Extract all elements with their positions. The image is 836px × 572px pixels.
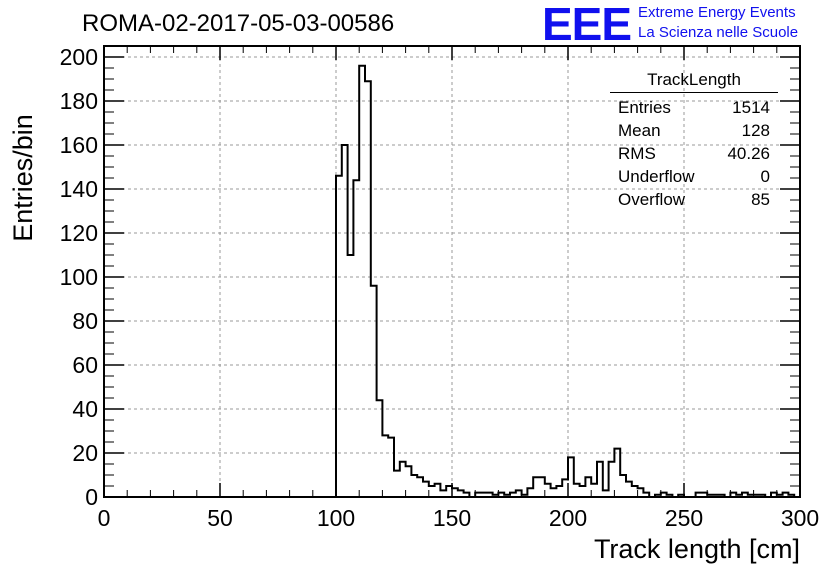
y-tick-label: 200 (60, 44, 98, 70)
chart-title: ROMA-02-2017-05-03-00586 (82, 10, 395, 37)
stats-row-entries: Entries 1514 (610, 96, 778, 119)
x-tick-label: 250 (665, 505, 703, 531)
eee-logo: EEE (542, 0, 632, 50)
logo-line-2: La Scienza nelle Scuole (638, 24, 799, 41)
x-tick-label: 300 (781, 505, 819, 531)
stats-row-rms: RMS 40.26 (610, 142, 778, 165)
x-tick-label: 150 (433, 505, 471, 531)
stats-value: 40.26 (727, 144, 770, 163)
y-tick-label: 20 (72, 440, 98, 466)
x-axis-label: Track length [cm] (594, 534, 800, 564)
stats-label: Entries (618, 98, 671, 117)
x-tick-label: 50 (207, 505, 233, 531)
x-tick-label: 0 (98, 505, 111, 531)
x-tick-labels: 0 50 100 150 200 250 300 (98, 505, 820, 531)
y-axis-label: Entries/bin (8, 114, 38, 242)
stats-label: Overflow (618, 190, 686, 209)
stats-row-overflow: Overflow 85 (610, 188, 778, 211)
stats-label: Underflow (618, 167, 695, 186)
y-tick-labels: 0 20 40 60 80 100 120 140 160 180 200 (60, 44, 98, 510)
stats-label: Mean (618, 121, 661, 140)
y-tick-label: 180 (60, 88, 98, 114)
stats-value: 1514 (732, 98, 770, 117)
stats-row-mean: Mean 128 (610, 119, 778, 142)
stats-value: 85 (751, 190, 770, 209)
stats-value: 128 (741, 121, 770, 140)
stats-row-underflow: Underflow 0 (610, 165, 778, 188)
stats-label: RMS (618, 144, 656, 163)
histogram-series (330, 64, 800, 498)
axis-ticks (103, 45, 801, 498)
x-tick-label: 100 (317, 505, 355, 531)
plot-frame (103, 45, 801, 498)
x-tick-label: 200 (549, 505, 587, 531)
y-tick-label: 160 (60, 132, 98, 158)
y-tick-label: 0 (85, 484, 98, 510)
y-tick-label: 60 (72, 352, 98, 378)
stats-title: TrackLength (610, 70, 778, 93)
logo-line-1: Extreme Energy Events (638, 4, 796, 21)
y-tick-label: 40 (72, 396, 98, 422)
y-tick-label: 120 (60, 220, 98, 246)
stats-value: 0 (760, 167, 770, 186)
stats-box: TrackLength Entries 1514 Mean 128 RMS 40… (610, 70, 778, 211)
y-tick-label: 140 (60, 176, 98, 202)
y-tick-label: 80 (72, 308, 98, 334)
y-tick-label: 100 (60, 264, 98, 290)
